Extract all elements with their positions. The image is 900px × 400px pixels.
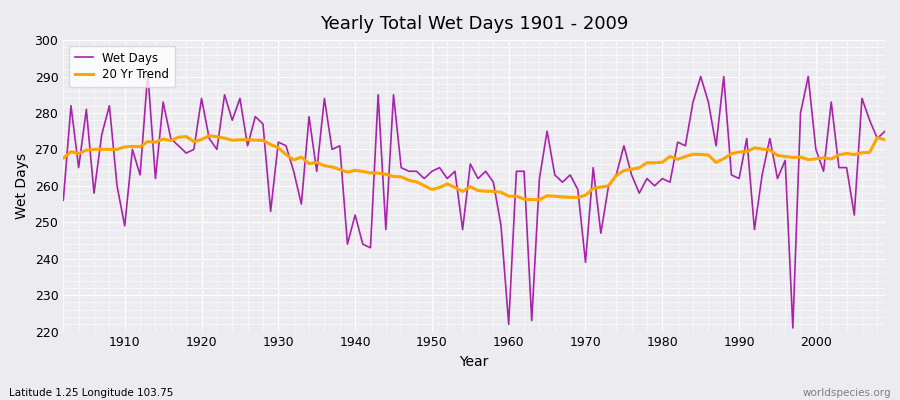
20 Yr Trend <box>203 133 214 138</box>
Wet Days <box>335 143 346 148</box>
Text: worldspecies.org: worldspecies.org <box>803 388 891 398</box>
Wet Days <box>142 70 153 75</box>
Y-axis label: Wet Days: Wet Days <box>15 153 29 219</box>
Legend: Wet Days, 20 Yr Trend: Wet Days, 20 Yr Trend <box>69 46 176 87</box>
20 Yr Trend <box>335 167 346 172</box>
X-axis label: Year: Year <box>460 355 489 369</box>
Wet Days <box>503 322 514 327</box>
20 Yr Trend <box>879 138 890 142</box>
Wet Days <box>50 143 61 148</box>
Wet Days <box>603 184 614 188</box>
20 Yr Trend <box>503 194 514 199</box>
20 Yr Trend <box>112 147 122 152</box>
Wet Days <box>788 326 798 330</box>
Wet Days <box>112 184 122 188</box>
20 Yr Trend <box>611 173 622 178</box>
20 Yr Trend <box>511 194 522 198</box>
Wet Days <box>288 169 299 174</box>
20 Yr Trend <box>288 158 299 162</box>
Wet Days <box>511 169 522 174</box>
Text: Latitude 1.25 Longitude 103.75: Latitude 1.25 Longitude 103.75 <box>9 388 174 398</box>
Wet Days <box>879 129 890 134</box>
Line: Wet Days: Wet Days <box>56 73 885 328</box>
Line: 20 Yr Trend: 20 Yr Trend <box>56 136 885 200</box>
20 Yr Trend <box>50 154 61 159</box>
Title: Yearly Total Wet Days 1901 - 2009: Yearly Total Wet Days 1901 - 2009 <box>320 15 628 33</box>
20 Yr Trend <box>534 197 544 202</box>
